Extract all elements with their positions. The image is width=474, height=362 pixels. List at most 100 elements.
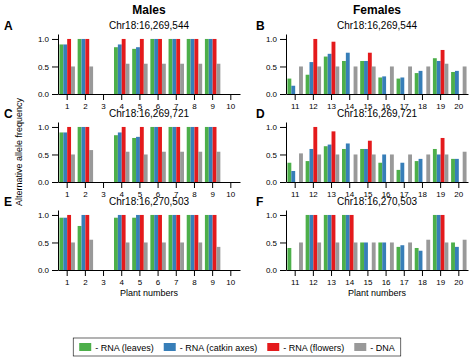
bar [172,215,176,270]
y-axis: 0.00.51.0 [266,211,287,276]
bar [205,127,209,182]
tick-label: 0.0 [266,178,278,187]
bar [126,242,130,270]
tick-mark [349,182,350,188]
panel-title: Chr18:16,269,721 [109,108,190,119]
bar [63,218,67,270]
tick-label: 6 [156,278,161,287]
tick-mark [367,94,368,100]
x-tick: 11 [291,270,300,287]
bar [169,39,173,94]
tick-label: 12 [309,278,318,287]
bar [400,77,404,94]
bar [154,127,158,182]
tick-mark [349,270,350,276]
y-tick: 0.0 [266,90,286,99]
bar [63,44,67,94]
bar [235,270,239,271]
tick-mark [52,39,58,40]
tick-label: 20 [454,102,463,111]
bar [107,182,111,183]
tick-label: 1.0 [38,35,50,44]
bars [59,215,220,270]
bar [89,240,93,270]
bars [59,39,220,94]
tick-mark [52,182,58,183]
tick-label: 7 [174,278,179,287]
tick-mark [52,127,58,128]
y-tick: 0.5 [266,151,286,160]
bar [422,94,426,95]
x-tick: 4 [120,270,125,287]
bar [198,242,202,270]
bar [187,215,191,270]
axis-line [58,35,59,95]
bar [150,39,154,94]
bar [126,64,130,94]
bar [172,39,176,94]
tick-mark [280,242,286,243]
bar [354,242,358,270]
bar [227,270,231,271]
tick-label: 9 [210,278,215,287]
x-tick: 14 [345,270,354,287]
tick-mark [139,94,140,100]
bar [313,127,317,182]
bar [404,270,408,271]
bar [310,62,314,94]
y-tick: 0.5 [38,151,58,160]
legend: - RNA (leaves)- RNA (catkin axes)- RNA (… [73,338,401,356]
bar [100,270,104,271]
tick-mark [422,182,423,188]
bar [310,215,314,270]
bar [104,94,108,95]
bar [441,138,445,182]
x-tick: 8 [192,270,197,287]
x-tick: 10 [226,182,235,199]
tick-label: 16 [382,278,391,287]
bar [209,127,213,182]
bar [89,66,93,94]
y-axis: 0.00.51.0 [38,35,59,100]
tick-label: 0.5 [38,239,50,248]
bar [223,182,227,183]
y-tick: 0.5 [266,239,286,248]
panel: 0.00.51.012345678910Chr18:16,269,721CAlt… [4,97,241,206]
bar [397,170,401,182]
tick-label: 2 [83,278,88,287]
x-tick: 10 [226,270,235,287]
tick-label: 0.5 [266,239,278,248]
bar [372,242,376,270]
tick-mark [367,182,368,188]
tick-mark [440,182,441,188]
bar [126,152,130,182]
tick-label: 1 [65,102,70,111]
bar [441,50,445,94]
tick-mark [295,182,296,188]
tick-mark [194,182,195,188]
bar [136,47,140,94]
panel: 0.00.51.011121314151617181920Chr18:16,26… [256,3,469,111]
tick-label: 19 [436,278,445,287]
x-tick: 20 [454,270,463,287]
x-tick: 11 [291,182,300,199]
tick-mark [121,182,122,188]
x-tick: 18 [418,182,427,199]
tick-mark [230,94,231,100]
tick-mark [280,154,286,155]
bar [400,163,404,182]
bar [67,127,71,182]
bar [162,64,166,94]
tick-mark [440,270,441,276]
x-axis-label: Plant numbers [120,288,179,298]
tick-label: 1.0 [38,123,50,132]
tick-mark [295,94,296,100]
tick-mark [313,270,314,276]
x-tick: 20 [454,94,463,111]
bar [360,242,364,270]
y-tick: 1.0 [266,123,286,132]
tick-mark [367,270,368,276]
bar [335,154,339,182]
bar [132,49,136,94]
bar [154,39,158,94]
